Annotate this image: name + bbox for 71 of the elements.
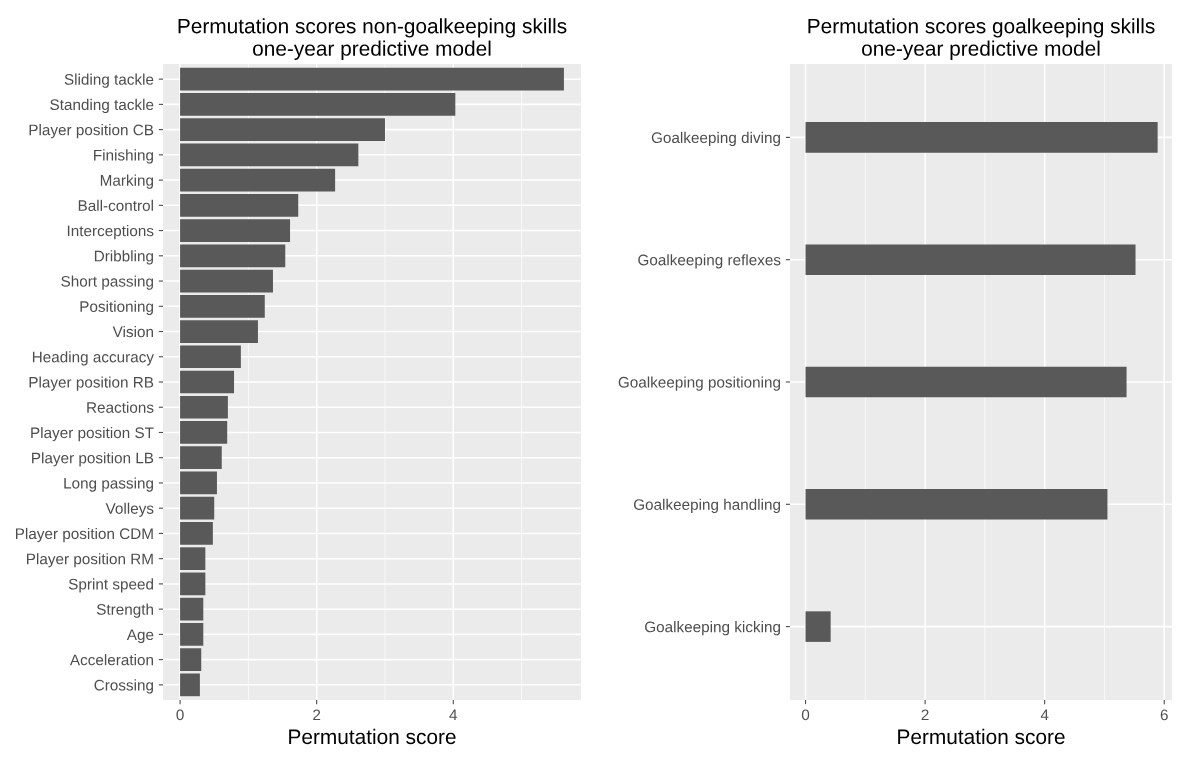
- y-tick-label: Vision: [112, 325, 153, 338]
- chart-title: Permutation scores goalkeeping skills one-year predictive model: [808, 18, 1155, 60]
- x-tick-label: 0: [801, 709, 810, 721]
- y-tick-label: Finishing: [94, 149, 153, 164]
- y-tick-label: Heading accuracy: [32, 351, 154, 366]
- bar: [180, 320, 258, 343]
- bar: [805, 244, 1136, 275]
- bar: [180, 471, 217, 495]
- bar: [805, 122, 1158, 153]
- bar: [180, 67, 564, 91]
- y-tick-label: Short passing: [61, 275, 153, 290]
- y-tick-label: Long passing: [64, 477, 153, 492]
- bar: [180, 193, 299, 217]
- y-tick-label: Strength: [96, 603, 153, 618]
- bar: [180, 673, 200, 697]
- y-tick-label: Dribbling: [94, 250, 153, 265]
- y-tick-label: Goalkeeping reflexes: [638, 254, 781, 269]
- x-tick-label: 6: [1160, 709, 1168, 721]
- bar: [180, 370, 235, 394]
- bar: [180, 395, 228, 419]
- y-tick-label: Sprint speed: [68, 578, 153, 593]
- y-tick-label: Volleys: [105, 502, 154, 517]
- bar: [180, 168, 336, 192]
- y-tick-label: Reactions: [87, 401, 154, 413]
- y-tick-label: Player position RB: [29, 376, 154, 391]
- y-tick-label: Age: [126, 629, 154, 644]
- x-axis-title: Permutation score: [289, 728, 456, 745]
- x-axis-title: Permutation score: [898, 728, 1065, 745]
- bar: [180, 294, 265, 318]
- bar: [180, 118, 385, 141]
- bar: [180, 269, 273, 293]
- x-tick-label: 0: [176, 709, 184, 721]
- x-tick-label: 2: [313, 709, 321, 721]
- bar: [180, 93, 456, 116]
- y-tick-label: Player position CDM: [15, 527, 153, 543]
- bar: [180, 143, 359, 167]
- bar: [180, 572, 206, 596]
- y-tick-label: Player position ST: [31, 426, 154, 442]
- bar: [180, 623, 204, 646]
- chart-title: Permutation scores non-goalkeeping skills one-year predictive model: [178, 18, 567, 60]
- y-tick-label: Acceleration: [69, 654, 153, 666]
- x-tick-label: 2: [921, 709, 929, 721]
- y-tick-label: Goalkeeping handling: [633, 498, 780, 514]
- bar: [180, 522, 213, 545]
- y-tick-label: Player position CB: [29, 124, 154, 139]
- y-tick-label: Goalkeeping positioning: [618, 376, 780, 391]
- bar: [180, 421, 228, 444]
- y-tick-label: Standing tackle: [50, 98, 154, 114]
- bar: [180, 547, 206, 571]
- y-tick-label: Interceptions: [67, 225, 154, 240]
- bar: [180, 648, 202, 671]
- y-tick-label: Ball-control: [78, 199, 153, 212]
- y-tick-label: Player position RM: [27, 553, 153, 568]
- y-tick-label: Positioning: [80, 300, 153, 315]
- y-tick-label: Marking: [100, 174, 153, 189]
- bar: [180, 345, 241, 369]
- bar: [805, 366, 1127, 398]
- x-tick-label: 4: [1040, 709, 1049, 721]
- bar: [180, 446, 222, 470]
- bar: [805, 611, 831, 642]
- bar: [805, 489, 1108, 520]
- bar: [180, 597, 204, 621]
- y-tick-label: Goalkeeping diving: [651, 131, 780, 147]
- y-tick-label: Goalkeeping kicking: [645, 621, 780, 636]
- bar: [180, 244, 286, 268]
- y-tick-label: Sliding tackle: [64, 73, 154, 88]
- y-tick-label: Crossing: [94, 679, 153, 694]
- y-tick-label: Player position LB: [32, 452, 154, 467]
- bar: [180, 219, 291, 242]
- bar: [180, 496, 215, 520]
- x-tick-label: 4: [449, 709, 458, 721]
